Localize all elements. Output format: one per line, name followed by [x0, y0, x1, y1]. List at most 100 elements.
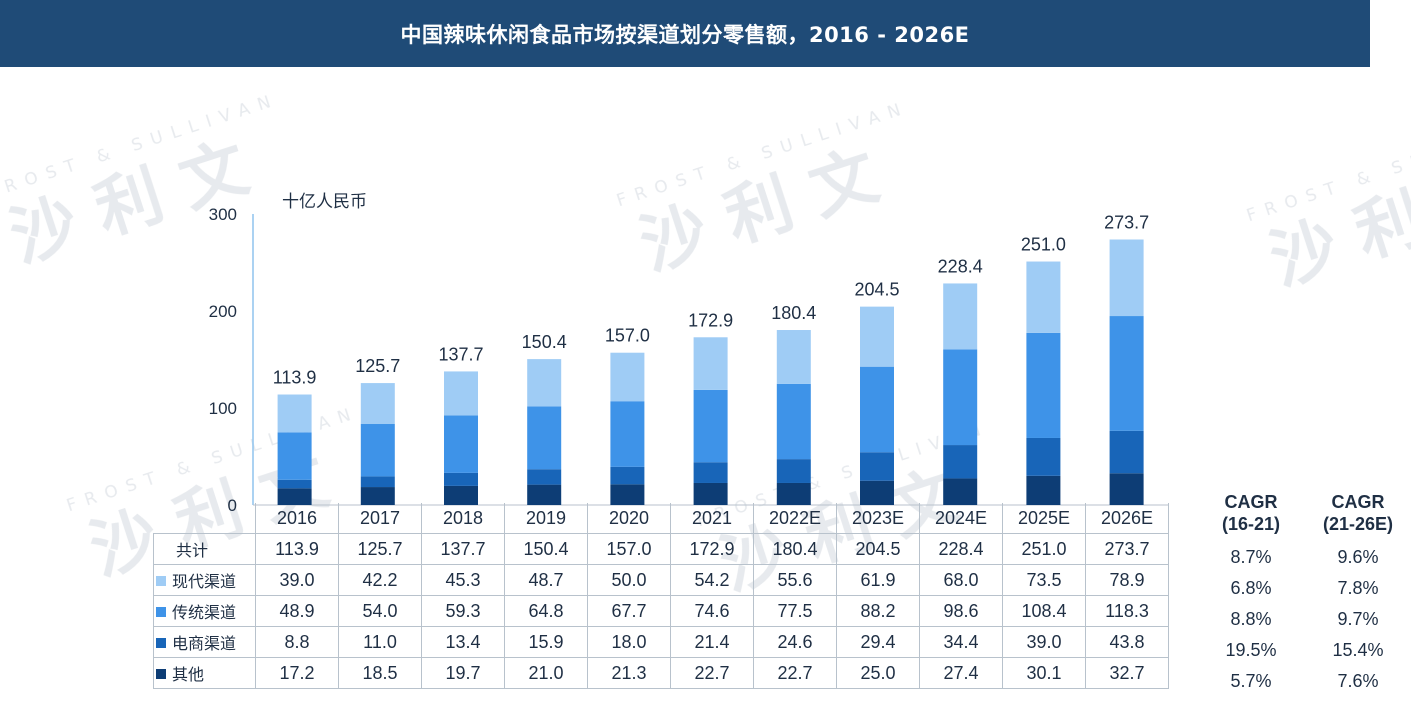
bar-segment [776, 482, 811, 505]
table-cell: 18.0 [587, 626, 671, 658]
cagr-21-26-value: 7.6% [1337, 671, 1379, 691]
bar-segment [1109, 316, 1144, 431]
cagr-header-line1: CAGR [1224, 492, 1278, 512]
table-cell: 24.6 [753, 626, 837, 658]
table-cell: 42.2 [338, 564, 422, 596]
cagr-header-line2: (21-26E) [1322, 514, 1394, 534]
legend-swatch [156, 576, 166, 586]
bar-segment [444, 415, 478, 473]
total-label: 137.7 [438, 344, 483, 364]
table-header-row: 2016 2017 2018 2019 2020 2021 2022E 2023E 2024E 2… [154, 503, 1169, 534]
bar-segment [277, 432, 312, 480]
table-cell: 34.4 [919, 626, 1003, 658]
bar-series-group [277, 239, 1144, 505]
bar-segment [1109, 473, 1144, 505]
cagr-header-line2: (16-21) [1221, 514, 1281, 534]
x-tick-label: 2023E [836, 503, 920, 534]
total-label: 113.9 [273, 368, 317, 388]
table-row-label: 传统渠道 [153, 595, 256, 627]
table-cell: 64.8 [504, 595, 588, 627]
table-cell: 39.0 [255, 564, 339, 596]
total-label: 150.4 [522, 332, 567, 352]
bar-segment [1109, 430, 1144, 474]
bar-segment [360, 383, 395, 425]
legend-swatch [156, 607, 166, 617]
bar-segment [776, 383, 811, 460]
bar-segment [693, 389, 728, 463]
bar-segment [527, 406, 562, 470]
cagr-16-21-value: 5.7% [1230, 671, 1272, 691]
table-cell: 11.0 [338, 626, 422, 658]
y-tick-label: 200 [209, 302, 237, 321]
bar-segment [360, 476, 395, 488]
bar-segment [860, 306, 894, 367]
table-cell: 118.3 [1085, 595, 1169, 627]
table-cell: 78.9 [1085, 564, 1169, 596]
cagr-16-21-value: 8.7% [1230, 547, 1272, 567]
table-cell: 43.8 [1085, 626, 1169, 658]
table-cell: 18.5 [338, 657, 422, 689]
table-row: 共计 113.9 125.7 137.7 150.4 157.0 172.9 180.4 204… [153, 533, 1169, 565]
bar-segment [1026, 261, 1061, 333]
bar-segment [1026, 332, 1061, 438]
table-cell: 180.4 [753, 533, 837, 565]
legend-label: 现代渠道 [172, 572, 237, 591]
table-cell: 22.7 [753, 657, 837, 689]
cagr-21-26-value: 15.4% [1332, 640, 1384, 660]
total-label: 180.4 [771, 303, 816, 323]
bar-segment [693, 482, 728, 505]
total-labels-group: 113.9 125.7 137.7 150.4 157.0 172.9 180.4 204.5… [273, 213, 1149, 388]
cagr-16-21-header: CAGR (16-21) [1206, 491, 1296, 535]
table-cell: 68.0 [919, 564, 1003, 596]
table-row: 其他 17.2 18.5 19.7 21.0 21.3 22.7 22.7 25.0 27.4 30… [153, 657, 1169, 689]
x-tick-label: 2025E [1002, 503, 1086, 534]
table-cell: 19.7 [421, 657, 505, 689]
total-label: 125.7 [355, 356, 400, 376]
bar-segment [444, 485, 478, 505]
bar-segment [610, 466, 645, 485]
bar-segment [610, 352, 645, 402]
x-tick-label: 2018 [421, 503, 505, 534]
y-tick-label: 100 [209, 399, 237, 418]
bar-segment [943, 445, 978, 479]
y-tick-label: 0 [228, 496, 237, 515]
total-label: 204.5 [854, 280, 899, 300]
chart-title: 中国辣味休闲食品市场按渠道划分零售额，2016 - 2026E [400, 22, 970, 47]
y-tick-label: 300 [209, 205, 237, 224]
table-cell: 228.4 [919, 533, 1003, 565]
table-cell: 172.9 [670, 533, 754, 565]
bar-segment [444, 371, 478, 416]
table-cell: 54.0 [338, 595, 422, 627]
bar-segment [860, 480, 894, 505]
table-cell: 17.2 [255, 657, 339, 689]
x-tick-label: 2026E [1085, 503, 1169, 534]
table-cell: 88.2 [836, 595, 920, 627]
total-label: 157.0 [605, 326, 650, 346]
bar-segment [943, 478, 978, 505]
bar-segment [360, 424, 395, 477]
bar-segment [360, 487, 395, 505]
x-tick-label: 2019 [504, 503, 588, 534]
bar-segment [1026, 437, 1061, 476]
bar-segment [610, 401, 645, 467]
table-cell: 48.9 [255, 595, 339, 627]
bar-segment [277, 394, 312, 433]
bar-segment [693, 337, 728, 390]
total-label: 172.9 [688, 310, 733, 330]
total-label: 273.7 [1104, 213, 1149, 233]
cagr-21-26-value: 9.6% [1337, 547, 1379, 567]
x-tick-label: 2020 [587, 503, 671, 534]
table-cell: 125.7 [338, 533, 422, 565]
chart-title-bar: 中国辣味休闲食品市场按渠道划分零售额，2016 - 2026E [0, 0, 1370, 67]
table-cell: 73.5 [1002, 564, 1086, 596]
table-cell: 74.6 [670, 595, 754, 627]
bar-segment [610, 484, 645, 505]
x-tick-label: 2017 [338, 503, 422, 534]
table-row-label: 现代渠道 [153, 564, 256, 596]
bar-segment [527, 484, 562, 505]
table-cell: 13.4 [421, 626, 505, 658]
table-cell: 157.0 [587, 533, 671, 565]
x-tick-label: 2021 [670, 503, 754, 534]
table-row: 传统渠道 48.9 54.0 59.3 64.8 67.7 74.6 77.5 88.2 98.6… [153, 595, 1169, 627]
legend-label: 电商渠道 [172, 634, 237, 653]
